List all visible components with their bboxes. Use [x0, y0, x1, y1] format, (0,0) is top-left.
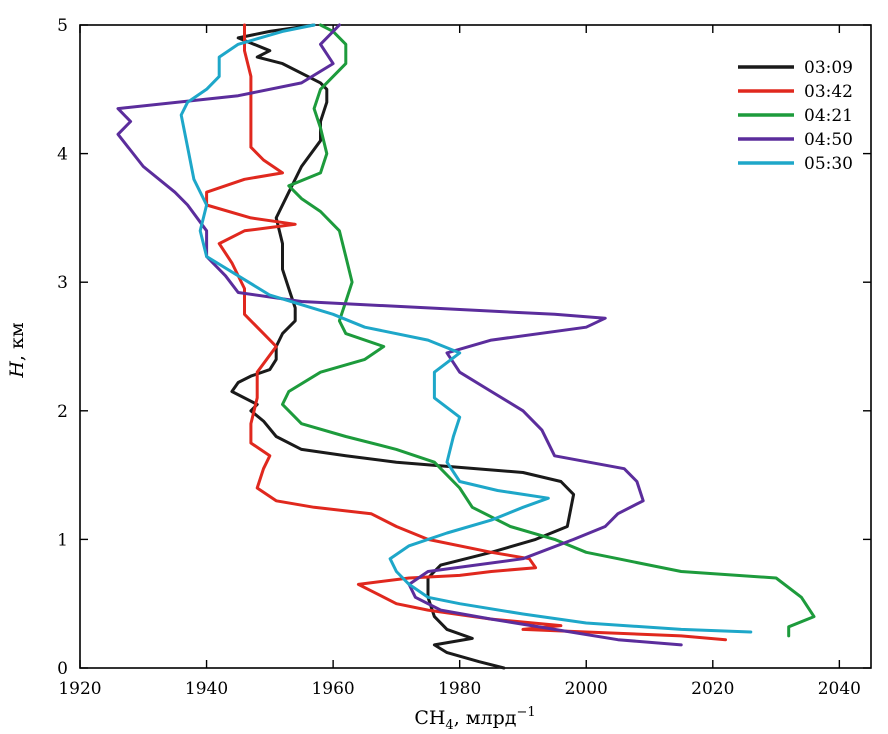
y-tick-label: 2 — [57, 402, 68, 422]
x-axis-title: CH4, млрд−1 — [414, 705, 535, 733]
x-tick-label: 1960 — [311, 679, 354, 699]
x-axis-title-sub: 4 — [445, 718, 453, 733]
y-tick-label: 0 — [57, 659, 68, 679]
legend-label-0: 03:09 — [804, 58, 853, 78]
y-tick-label: 4 — [57, 145, 68, 165]
x-tick-label: 2020 — [691, 679, 734, 699]
x-tick-label: 1980 — [438, 679, 481, 699]
legend-label-1: 03:42 — [804, 82, 853, 102]
y-axis-title-rest: , км — [6, 322, 28, 361]
y-tick-label: 3 — [57, 273, 68, 293]
x-tick-label: 1920 — [58, 679, 101, 699]
series-line-0 — [230, 23, 576, 670]
legend: 03:09 03:42 04:21 04:50 05:30 — [738, 58, 853, 174]
legend-label-2: 04:21 — [804, 106, 853, 126]
plot-frame — [79, 24, 872, 669]
series-line-4 — [179, 23, 753, 634]
y-tick-label: 1 — [57, 530, 68, 550]
y-axis-title-italic: H — [6, 361, 28, 379]
series-line-2 — [281, 23, 816, 638]
legend-label-4: 05:30 — [804, 154, 853, 174]
x-axis-title-sup: −1 — [517, 705, 536, 720]
y-axis-title: H, км — [6, 322, 28, 379]
axis-ticks: 1920 1940 1960 1980 2000 2020 2040 0 1 2 3 4 5 — [57, 16, 871, 699]
x-axis-title-main: CH — [414, 707, 445, 729]
y-tick-label: 5 — [57, 16, 68, 36]
x-tick-label: 2040 — [818, 679, 861, 699]
x-tick-label: 2000 — [565, 679, 608, 699]
legend-label-3: 04:50 — [804, 130, 853, 150]
x-axis-title-rest: , млрд — [454, 707, 517, 729]
series-layer — [116, 23, 816, 670]
series-line-1 — [205, 23, 727, 642]
x-tick-label: 1940 — [185, 679, 228, 699]
series-line-3 — [116, 23, 683, 647]
